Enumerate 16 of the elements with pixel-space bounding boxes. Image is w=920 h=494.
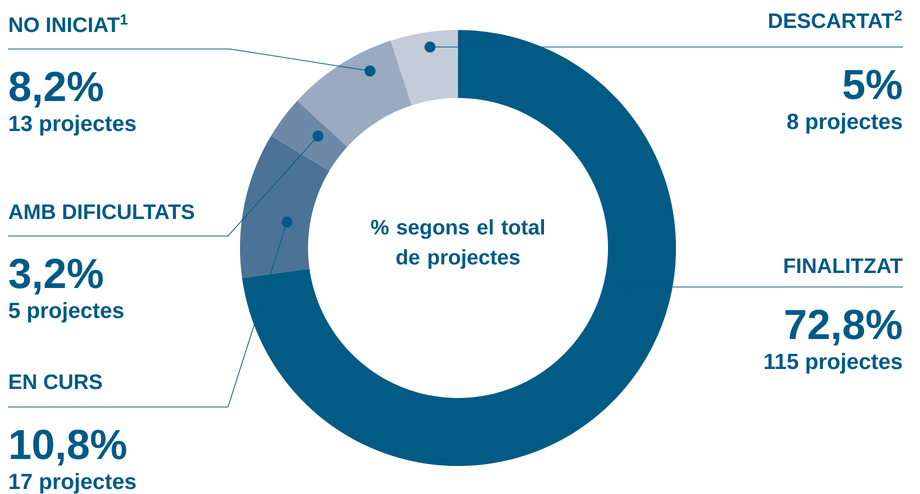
text: 5 projectes [8,302,124,323]
text: 8 projectes [787,113,902,134]
data-label: 5% [843,70,902,100]
slice-label: NO INICIAT$^{1}$ [10,14,128,32]
slice-label: FINALITZAT [784,258,903,273]
slice-label: DESCARTAT$^{2}$ [769,10,902,28]
slice-label: AMB DIFICULTATS [8,204,194,220]
data-label: 8,2% [10,72,103,108]
data-label: 3,2% [9,258,103,294]
data-label: 72,8% [786,310,902,346]
text: % segons el total de projectes [371,219,544,269]
text: 13 projectes [10,115,136,136]
text: 115 projectes [764,353,902,374]
text: 17 projectes [10,473,136,494]
slice-label: EN CURS [10,374,102,390]
data-label: 10,8% [10,430,126,466]
